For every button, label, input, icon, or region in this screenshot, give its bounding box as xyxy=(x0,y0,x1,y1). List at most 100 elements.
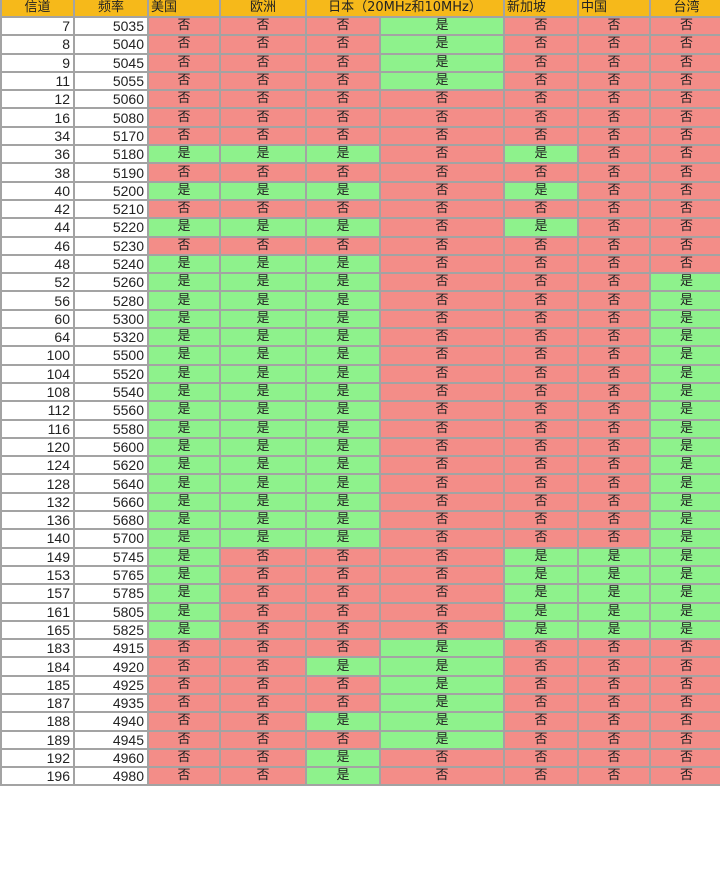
cell-usa[interactable]: 是 xyxy=(147,619,221,641)
cell-europe[interactable]: 否 xyxy=(219,564,307,586)
cell-usa[interactable]: 否 xyxy=(147,638,221,659)
cell-frequency[interactable]: 5230 xyxy=(73,235,149,256)
header-europe[interactable]: 欧洲 xyxy=(219,0,307,18)
cell-china[interactable]: 否 xyxy=(577,107,651,128)
cell-europe[interactable]: 否 xyxy=(219,15,307,37)
cell-singapore[interactable]: 否 xyxy=(503,436,579,458)
cell-europe[interactable]: 是 xyxy=(219,180,307,201)
cell-japan-10mhz[interactable]: 否 xyxy=(379,564,505,586)
cell-china[interactable]: 否 xyxy=(577,528,651,549)
cell-frequency[interactable]: 5060 xyxy=(73,89,149,110)
header-taiwan[interactable]: 台湾 xyxy=(649,0,720,18)
cell-china[interactable]: 否 xyxy=(577,711,651,732)
cell-frequency[interactable]: 5805 xyxy=(73,601,149,622)
cell-japan-10mhz[interactable]: 否 xyxy=(379,144,505,165)
cell-japan-10mhz[interactable]: 是 xyxy=(379,34,505,55)
cell-frequency[interactable]: 5200 xyxy=(73,180,149,201)
cell-europe[interactable]: 是 xyxy=(219,528,307,549)
cell-singapore[interactable]: 否 xyxy=(503,290,579,311)
cell-japan-20mhz[interactable]: 否 xyxy=(305,601,381,622)
cell-taiwan[interactable]: 否 xyxy=(649,235,720,256)
cell-japan-10mhz[interactable]: 否 xyxy=(379,363,505,384)
cell-europe[interactable]: 是 xyxy=(219,381,307,403)
cell-singapore[interactable]: 否 xyxy=(503,70,579,92)
cell-japan-10mhz[interactable]: 否 xyxy=(379,272,505,293)
cell-usa[interactable]: 是 xyxy=(147,583,221,604)
cell-usa[interactable]: 是 xyxy=(147,418,221,439)
cell-europe[interactable]: 是 xyxy=(219,144,307,165)
header-singapore[interactable]: 新加坡 xyxy=(503,0,579,18)
cell-taiwan[interactable]: 否 xyxy=(649,107,720,128)
cell-usa[interactable]: 是 xyxy=(147,345,221,366)
cell-taiwan[interactable]: 否 xyxy=(649,692,720,714)
cell-japan-10mhz[interactable]: 否 xyxy=(379,89,505,110)
cell-channel[interactable]: 44 xyxy=(0,217,75,238)
cell-japan-10mhz[interactable]: 是 xyxy=(379,638,505,659)
cell-japan-20mhz[interactable]: 否 xyxy=(305,235,381,256)
cell-china[interactable]: 否 xyxy=(577,418,651,439)
cell-europe[interactable]: 否 xyxy=(219,89,307,110)
header-usa[interactable]: 美国 xyxy=(147,0,221,18)
cell-usa[interactable]: 否 xyxy=(147,125,221,147)
cell-frequency[interactable]: 5700 xyxy=(73,528,149,549)
cell-taiwan[interactable]: 是 xyxy=(649,564,720,586)
cell-usa[interactable]: 是 xyxy=(147,491,221,513)
cell-japan-20mhz[interactable]: 是 xyxy=(305,308,381,330)
cell-singapore[interactable]: 否 xyxy=(503,34,579,55)
cell-frequency[interactable]: 5540 xyxy=(73,381,149,403)
cell-europe[interactable]: 是 xyxy=(219,217,307,238)
cell-channel[interactable]: 128 xyxy=(0,473,75,494)
cell-taiwan[interactable]: 是 xyxy=(649,509,720,531)
cell-europe[interactable]: 是 xyxy=(219,253,307,275)
cell-china[interactable]: 否 xyxy=(577,290,651,311)
cell-frequency[interactable]: 5785 xyxy=(73,583,149,604)
cell-europe[interactable]: 否 xyxy=(219,52,307,73)
cell-singapore[interactable]: 是 xyxy=(503,217,579,238)
cell-usa[interactable]: 是 xyxy=(147,180,221,201)
cell-japan-10mhz[interactable]: 否 xyxy=(379,491,505,513)
cell-usa[interactable]: 否 xyxy=(147,711,221,732)
cell-channel[interactable]: 46 xyxy=(0,235,75,256)
cell-china[interactable]: 否 xyxy=(577,180,651,201)
cell-china[interactable]: 否 xyxy=(577,638,651,659)
cell-taiwan[interactable]: 否 xyxy=(649,34,720,55)
cell-japan-20mhz[interactable]: 是 xyxy=(305,747,381,769)
cell-taiwan[interactable]: 是 xyxy=(649,455,720,476)
cell-japan-10mhz[interactable]: 是 xyxy=(379,711,505,732)
cell-usa[interactable]: 是 xyxy=(147,564,221,586)
cell-channel[interactable]: 132 xyxy=(0,491,75,513)
cell-frequency[interactable]: 5240 xyxy=(73,253,149,275)
cell-china[interactable]: 否 xyxy=(577,363,651,384)
cell-taiwan[interactable]: 否 xyxy=(649,89,720,110)
cell-japan-20mhz[interactable]: 否 xyxy=(305,15,381,37)
cell-usa[interactable]: 是 xyxy=(147,455,221,476)
cell-japan-10mhz[interactable]: 否 xyxy=(379,747,505,769)
cell-china[interactable]: 否 xyxy=(577,34,651,55)
cell-usa[interactable]: 否 xyxy=(147,235,221,256)
cell-japan-20mhz[interactable]: 否 xyxy=(305,674,381,696)
cell-taiwan[interactable]: 是 xyxy=(649,272,720,293)
cell-japan-10mhz[interactable]: 否 xyxy=(379,162,505,183)
cell-taiwan[interactable]: 是 xyxy=(649,619,720,641)
cell-frequency[interactable]: 4915 xyxy=(73,638,149,659)
cell-channel[interactable]: 188 xyxy=(0,711,75,732)
cell-japan-20mhz[interactable]: 是 xyxy=(305,381,381,403)
cell-china[interactable]: 否 xyxy=(577,729,651,750)
cell-usa[interactable]: 是 xyxy=(147,381,221,403)
cell-china[interactable]: 否 xyxy=(577,162,651,183)
cell-japan-20mhz[interactable]: 是 xyxy=(305,327,381,348)
cell-europe[interactable]: 是 xyxy=(219,509,307,531)
cell-china[interactable]: 否 xyxy=(577,308,651,330)
cell-japan-10mhz[interactable]: 否 xyxy=(379,509,505,531)
cell-china[interactable]: 否 xyxy=(577,436,651,458)
cell-usa[interactable]: 否 xyxy=(147,766,221,787)
cell-taiwan[interactable]: 是 xyxy=(649,601,720,622)
cell-taiwan[interactable]: 是 xyxy=(649,528,720,549)
cell-usa[interactable]: 否 xyxy=(147,162,221,183)
cell-japan-20mhz[interactable]: 是 xyxy=(305,363,381,384)
cell-china[interactable]: 否 xyxy=(577,144,651,165)
cell-taiwan[interactable]: 否 xyxy=(649,52,720,73)
cell-japan-10mhz[interactable]: 否 xyxy=(379,107,505,128)
cell-europe[interactable]: 否 xyxy=(219,34,307,55)
cell-taiwan[interactable]: 是 xyxy=(649,583,720,604)
